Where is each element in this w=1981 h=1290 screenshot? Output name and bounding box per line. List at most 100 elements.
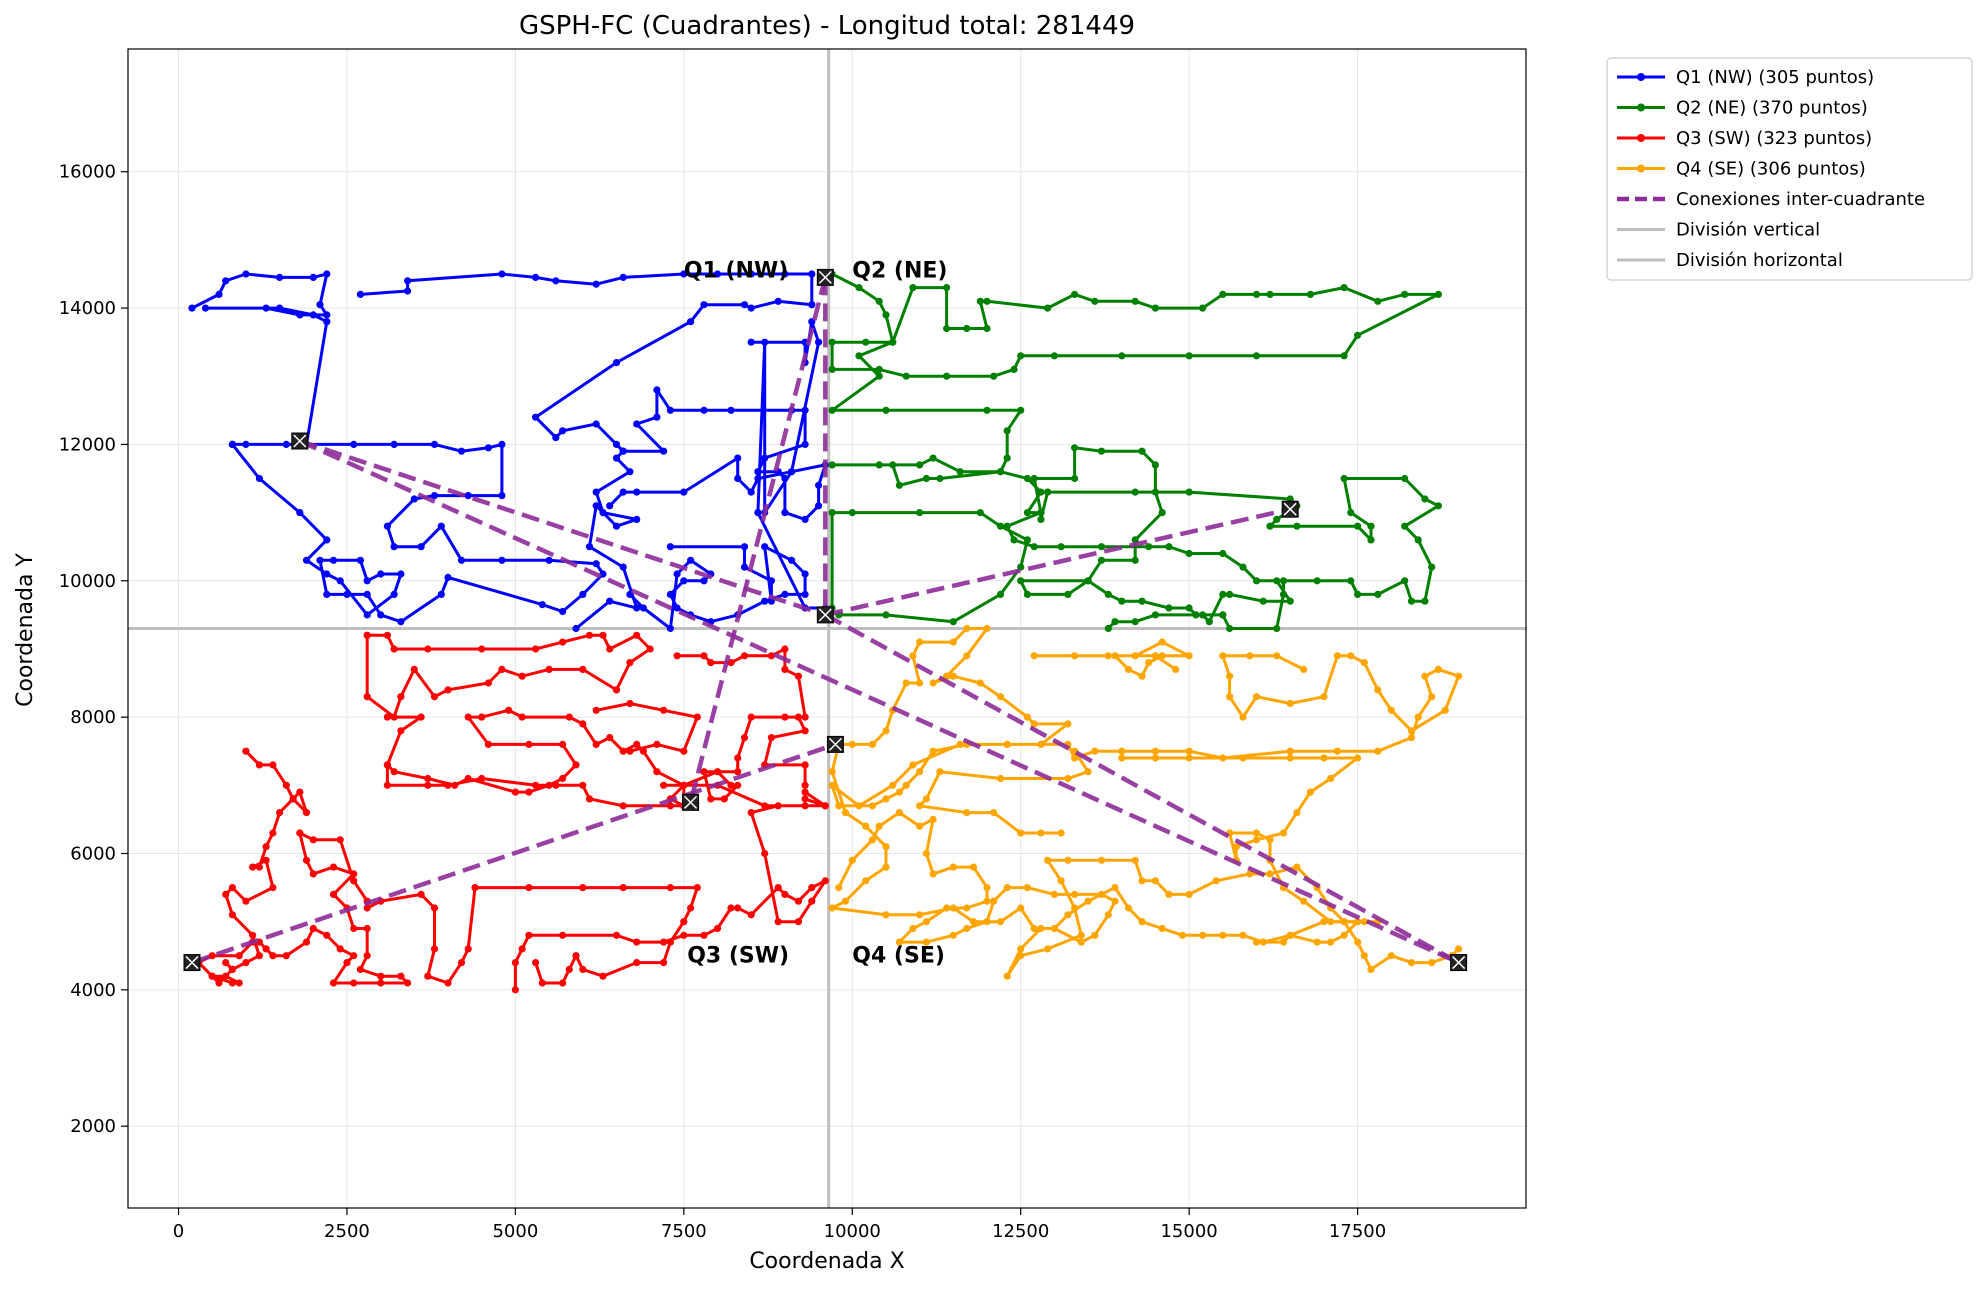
series-point [323,318,331,326]
series-point [1185,754,1193,762]
series-point [249,931,257,939]
series-point [1367,522,1375,530]
series-point [1273,515,1281,524]
series-point [1421,672,1429,680]
series-point [559,931,567,939]
series-point [430,693,439,701]
series-point [572,624,580,633]
series-point [660,959,668,967]
series-point [633,631,641,639]
series-point [1313,577,1321,585]
series-point [875,297,883,305]
series-point [929,815,937,824]
series-point [424,781,432,789]
series-point [700,301,708,309]
series-point [936,768,944,776]
series-point [363,693,371,701]
series-point [1084,897,1092,905]
series-point [740,563,749,571]
series-route [1030,638,1193,680]
series-point [262,945,270,953]
series-point [916,822,924,830]
series-point [424,645,432,653]
series-point [1044,945,1052,953]
legend-entry-label: Q2 (NE) (370 puntos) [1676,98,1868,119]
series-point [592,420,600,428]
series-point [855,284,863,292]
series-point [747,270,755,278]
series-point [1003,454,1011,462]
series-point [1421,597,1429,605]
series-point [1138,597,1146,605]
series-point [336,945,344,953]
series-point [1151,877,1159,885]
series-point [1407,959,1416,967]
series-point [363,952,371,960]
series-point [801,795,809,803]
series-point [1340,931,1348,939]
series-point [801,788,809,796]
series-point [538,979,546,987]
x-tick-label: 7500 [661,1221,707,1242]
series-point [1252,938,1261,946]
series-point [841,809,850,817]
series-route [188,270,607,626]
series-route [1017,444,1227,619]
series-point [639,604,648,612]
series-point [747,304,755,312]
series-point [996,774,1005,783]
series-point [828,508,836,517]
series-point [1050,890,1058,899]
series-point [1097,856,1106,864]
connection-endpoint-cross [185,956,199,970]
series-point [875,461,883,469]
series-point [1286,699,1294,708]
connection-endpoint-cross [818,608,832,622]
series-point [323,570,331,578]
series-point [1030,720,1038,728]
series-point [532,781,540,789]
series-point [855,352,863,360]
series-point [377,611,385,619]
series-point [302,856,311,864]
series-route [356,270,816,633]
series-point [781,665,789,674]
series-point [828,365,836,373]
series-point [916,911,924,919]
x-tick-label: 17500 [1329,1221,1386,1242]
series-point [1407,727,1416,735]
series-point [1057,829,1065,837]
series-point [498,440,506,448]
series-point [532,413,540,421]
series-point [1037,508,1045,517]
series-point [922,795,931,803]
series-point [1023,884,1031,892]
series-point [1320,754,1328,762]
series-point [801,761,809,769]
series-point [707,659,715,667]
series-point [882,311,890,319]
series-point [680,918,688,926]
series-point [619,747,627,755]
series-point [801,515,809,524]
series-point [1387,952,1395,960]
series-point [612,686,621,694]
series-point [713,924,722,933]
series-point [457,556,466,564]
series-point [868,836,877,844]
series-point [302,556,311,564]
series-point [336,836,344,844]
series-point [929,747,937,755]
series-point [1037,515,1045,524]
series-point [1111,884,1119,892]
series-point [801,590,809,599]
series-point [633,515,641,524]
series-point [1286,754,1294,762]
series-point [882,406,890,414]
x-tick-label: 12500 [992,1221,1049,1242]
series-point [242,897,250,905]
series-point [464,945,472,953]
series-point [1077,931,1085,939]
series-route [606,386,829,524]
series-point [1306,788,1314,796]
